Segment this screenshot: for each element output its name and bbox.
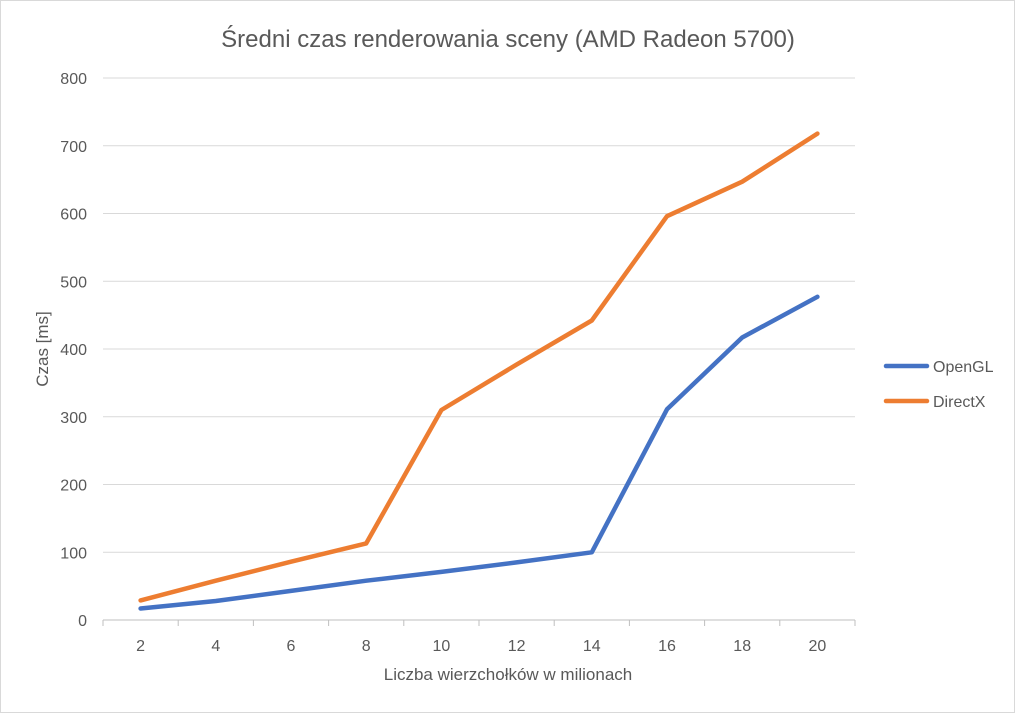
series-line-directx	[138, 131, 820, 603]
x-tick-label: 4	[211, 638, 220, 655]
x-tick-label: 12	[508, 638, 526, 655]
chart-title: Średni czas renderowania sceny (AMD Rade…	[221, 25, 795, 53]
y-tick-label: 100	[60, 545, 87, 562]
x-tick-label: 6	[287, 638, 296, 655]
series-lines	[138, 131, 820, 611]
x-tick-label: 8	[362, 638, 371, 655]
y-tick-label: 600	[60, 207, 87, 224]
x-tick-label: 16	[658, 638, 676, 655]
legend-label-opengl: OpenGL	[933, 359, 994, 376]
x-tick-label: 18	[733, 638, 751, 655]
y-axis-ticks: 0 100 200 300 400 500 600 700 800	[60, 71, 87, 630]
x-tick-label: 2	[136, 638, 145, 655]
y-tick-label: 300	[60, 410, 87, 427]
y-tick-label: 700	[60, 139, 87, 156]
legend: OpenGL DirectX	[883, 359, 994, 411]
gridlines	[102, 77, 856, 626]
y-tick-label: 800	[60, 71, 87, 88]
x-axis-label: Liczba wierzchołków w milionach	[384, 665, 632, 684]
series-line-opengl	[138, 294, 820, 611]
x-tick-label: 20	[809, 638, 827, 655]
y-tick-label: 0	[78, 613, 87, 630]
x-tick-label: 14	[583, 638, 601, 655]
y-tick-label: 400	[60, 342, 87, 359]
y-tick-label: 500	[60, 274, 87, 291]
y-tick-label: 200	[60, 478, 87, 495]
legend-label-directx: DirectX	[933, 394, 986, 411]
x-tick-label: 10	[433, 638, 451, 655]
y-axis-label: Czas [ms]	[33, 311, 52, 387]
x-axis-ticks: 2 4 6 8 10 12 14 16 18 20	[136, 638, 826, 655]
